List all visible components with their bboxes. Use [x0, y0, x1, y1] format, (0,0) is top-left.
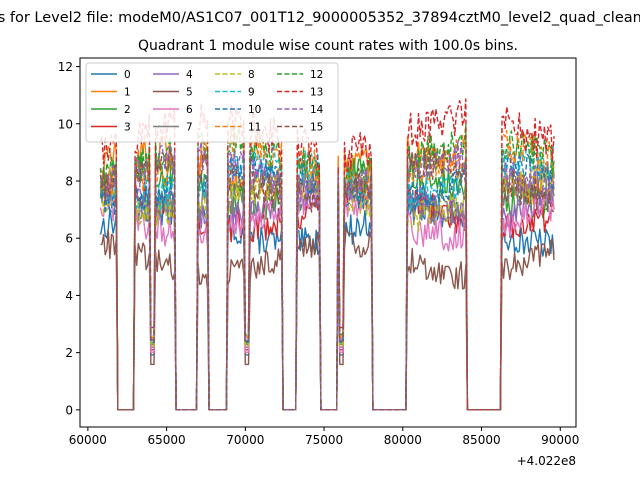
- series-line-15: [99, 146, 555, 411]
- legend-label: 6: [186, 104, 193, 116]
- y-tick-label: 8: [65, 175, 73, 189]
- x-tick-label: 80000: [384, 433, 422, 447]
- legend-label: 11: [248, 122, 261, 134]
- legend-label: 0: [124, 69, 131, 81]
- legend-label: 12: [310, 69, 323, 81]
- plot-lines: [99, 98, 555, 411]
- legend-label: 14: [310, 104, 324, 116]
- legend-label: 13: [310, 87, 323, 99]
- x-tick-label: 70000: [226, 433, 264, 447]
- legend-label: 15: [310, 122, 323, 134]
- legend-label: 10: [248, 104, 261, 116]
- plot-area-frame: [79, 57, 577, 428]
- legend-label: 1: [124, 87, 131, 99]
- x-tick-label: 60000: [69, 433, 107, 447]
- y-tick-label: 2: [65, 346, 73, 360]
- legend-label: 7: [186, 122, 193, 134]
- x-axis: 60000 65000 70000 75000 80000 85000 90000: [69, 427, 579, 447]
- y-axis: 0 2 4 6 8 10 12: [58, 60, 80, 417]
- legend-label: 2: [124, 104, 131, 116]
- y-tick-label: 10: [58, 117, 73, 131]
- legend-label: 4: [186, 69, 193, 81]
- axes-title: Quadrant 1 module wise count rates with …: [138, 38, 518, 54]
- legend-label: 9: [248, 87, 255, 99]
- y-tick-label: 6: [65, 232, 73, 246]
- x-offset-label: +4.022e8: [517, 454, 576, 468]
- legend-frame: [85, 62, 339, 143]
- legend-label: 3: [124, 122, 131, 134]
- legend-label: 8: [248, 69, 255, 81]
- x-tick-label: 90000: [541, 433, 579, 447]
- x-tick-label: 65000: [148, 433, 186, 447]
- x-tick-label: 75000: [305, 433, 343, 447]
- y-tick-label: 12: [58, 60, 73, 74]
- figure-suptitle: Plots for Level2 file: modeM0/AS1C07_001…: [0, 10, 640, 26]
- y-tick-label: 4: [65, 289, 73, 303]
- x-tick-label: 85000: [462, 433, 500, 447]
- y-tick-label: 0: [65, 403, 73, 417]
- legend-label: 5: [186, 87, 193, 99]
